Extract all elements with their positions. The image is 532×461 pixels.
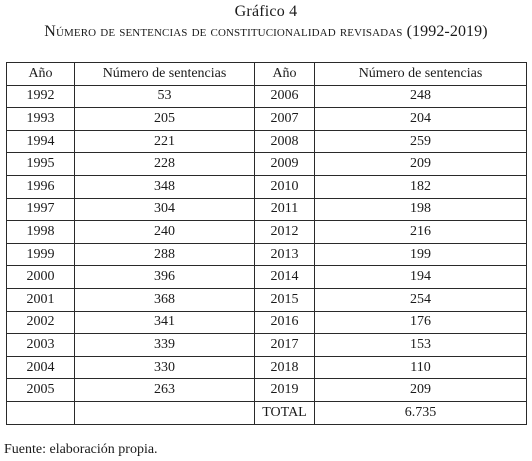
cell-count: 259 bbox=[314, 129, 527, 154]
cell-count: 248 bbox=[314, 84, 527, 109]
cell-count: 240 bbox=[74, 220, 255, 244]
table-row: 1997 304 2011 198 bbox=[6, 197, 527, 222]
cell-count: 182 bbox=[314, 174, 527, 199]
table-row: 2004 330 2018 110 bbox=[6, 355, 527, 380]
cell-count: 304 bbox=[74, 197, 255, 222]
cell-count: 198 bbox=[314, 197, 527, 222]
cell-count bbox=[74, 400, 255, 425]
cell-year: 2015 bbox=[254, 287, 315, 312]
cell-count: 228 bbox=[74, 152, 255, 176]
cell-year: 2014 bbox=[254, 265, 315, 289]
table-row: 1999 288 2013 199 bbox=[6, 242, 527, 267]
cell-count: 153 bbox=[314, 333, 527, 357]
cell-year: 2009 bbox=[254, 152, 315, 176]
cell-year: 2006 bbox=[254, 84, 315, 109]
cell-count: 339 bbox=[74, 333, 255, 357]
cell-count: 194 bbox=[314, 265, 527, 289]
cell-year: 2018 bbox=[254, 355, 315, 380]
cell-count: 348 bbox=[74, 174, 255, 199]
cell-year: 2017 bbox=[254, 333, 315, 357]
cell-year: 2013 bbox=[254, 242, 315, 267]
cell-count: 53 bbox=[74, 84, 255, 109]
cell-count: 396 bbox=[74, 265, 255, 289]
table-header-row: Año Número de sentencias Año Número de s… bbox=[6, 62, 527, 86]
cell-count: 263 bbox=[74, 378, 255, 402]
cell-year: 1996 bbox=[6, 174, 75, 199]
cell-count: 6.735 bbox=[314, 400, 527, 425]
table-row: TOTAL 6.735 bbox=[6, 400, 527, 425]
column-header-year: Año bbox=[254, 62, 315, 86]
cell-year: 1997 bbox=[6, 197, 75, 222]
cell-year: 2000 bbox=[6, 265, 75, 289]
table-row: 1992 53 2006 248 bbox=[6, 84, 527, 109]
table-row: 2001 368 2015 254 bbox=[6, 287, 527, 312]
cell-year: 2005 bbox=[6, 378, 75, 402]
cell-year: TOTAL bbox=[254, 400, 315, 425]
column-header-year: Año bbox=[6, 62, 75, 86]
cell-year: 1993 bbox=[6, 107, 75, 131]
cell-year: 1992 bbox=[6, 84, 75, 109]
cell-count: 288 bbox=[74, 242, 255, 267]
cell-year: 2002 bbox=[6, 310, 75, 335]
source-note: Fuente: elaboración propia. bbox=[4, 442, 158, 457]
table-row: 1998 240 2012 216 bbox=[6, 220, 527, 244]
cell-year: 2008 bbox=[254, 129, 315, 154]
cell-count: 176 bbox=[314, 310, 527, 335]
cell-year: 2016 bbox=[254, 310, 315, 335]
figure-label: Gráfico 4 bbox=[234, 3, 298, 20]
cell-year: 2019 bbox=[254, 378, 315, 402]
cell-year: 2012 bbox=[254, 220, 315, 244]
cell-count: 110 bbox=[314, 355, 527, 380]
cell-year bbox=[6, 400, 75, 425]
table-row: 2000 396 2014 194 bbox=[6, 265, 527, 289]
cell-count: 341 bbox=[74, 310, 255, 335]
cell-count: 205 bbox=[74, 107, 255, 131]
table-row: 1996 348 2010 182 bbox=[6, 174, 527, 199]
cell-year: 1995 bbox=[6, 152, 75, 176]
cell-count: 199 bbox=[314, 242, 527, 267]
cell-year: 2003 bbox=[6, 333, 75, 357]
sentences-table: Año Número de sentencias Año Número de s… bbox=[6, 62, 527, 425]
figure-heading: Gráfico 4 Número de sentencias de consti… bbox=[0, 2, 532, 42]
cell-count: 330 bbox=[74, 355, 255, 380]
cell-year: 2001 bbox=[6, 287, 75, 312]
cell-count: 221 bbox=[74, 129, 255, 154]
cell-year: 1998 bbox=[6, 220, 75, 244]
cell-year: 2007 bbox=[254, 107, 315, 131]
cell-year: 1994 bbox=[6, 129, 75, 154]
cell-count: 209 bbox=[314, 152, 527, 176]
cell-year: 2011 bbox=[254, 197, 315, 222]
table-row: 1994 221 2008 259 bbox=[6, 129, 527, 154]
cell-count: 216 bbox=[314, 220, 527, 244]
cell-count: 204 bbox=[314, 107, 527, 131]
table-row: 2005 263 2019 209 bbox=[6, 378, 527, 402]
cell-year: 1999 bbox=[6, 242, 75, 267]
cell-year: 2010 bbox=[254, 174, 315, 199]
column-header-count: Número de sentencias bbox=[74, 62, 255, 86]
cell-count: 254 bbox=[314, 287, 527, 312]
cell-count: 368 bbox=[74, 287, 255, 312]
column-header-count: Número de sentencias bbox=[314, 62, 527, 86]
table-row: 1993 205 2007 204 bbox=[6, 107, 527, 131]
table-row: 2003 339 2017 153 bbox=[6, 333, 527, 357]
cell-year: 2004 bbox=[6, 355, 75, 380]
table-body: 1992 53 2006 248 1993 205 2007 204 1994 221 2008 25… bbox=[6, 84, 527, 425]
table-row: 2002 341 2016 176 bbox=[6, 310, 527, 335]
cell-count: 209 bbox=[314, 378, 527, 402]
table-row: 1995 228 2009 209 bbox=[6, 152, 527, 176]
figure-title: Número de sentencias de constitucionalid… bbox=[44, 23, 488, 40]
